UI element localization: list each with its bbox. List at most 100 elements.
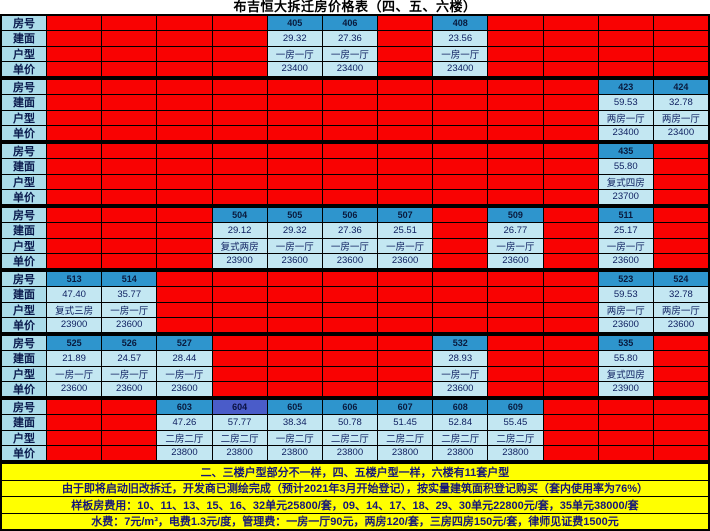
layout-cell: 一房一厅 (433, 366, 488, 381)
unavailable-cell (378, 272, 433, 287)
unavailable-cell (102, 400, 157, 415)
layout-cell: 二房二厅 (488, 430, 543, 445)
unavailable-cell (157, 287, 212, 302)
unavailable-cell (653, 351, 708, 366)
page-title: 布吉恒大拆迁房价格表（四、五、六楼） (233, 0, 477, 14)
unavailable-cell (267, 336, 322, 351)
unavailable-cell (378, 125, 433, 140)
area-cell: 47.40 (47, 287, 102, 302)
layout-cell: 一房一厅 (488, 238, 543, 253)
area-cell: 59.53 (598, 95, 653, 110)
unavailable-cell (378, 351, 433, 366)
unavailable-cell (157, 61, 212, 76)
unavailable-cell (102, 174, 157, 189)
unavailable-cell (102, 144, 157, 159)
unavailable-cell (543, 430, 598, 445)
unavailable-cell (212, 189, 267, 204)
layout-cell: 一房一厅 (598, 238, 653, 253)
unavailable-cell (433, 174, 488, 189)
room-number-cell: 603 (157, 400, 212, 415)
room-number-cell: 405 (267, 16, 322, 31)
price-cell: 23800 (267, 445, 322, 460)
row-label: 户型 (2, 46, 46, 61)
unavailable-cell (212, 336, 267, 351)
layout-cell: 复式两房 (212, 238, 267, 253)
unavailable-cell (653, 430, 708, 445)
unavailable-cell (488, 381, 543, 396)
unavailable-cell (378, 381, 433, 396)
unavailable-cell (102, 125, 157, 140)
note-row-3: 样板房费用：10、11、13、15、16、32单元25800/套，09、14、1… (2, 497, 708, 513)
floor-block-floor4-row1: 房号 405 406 408 建面 29.32 27.36 23.56 户型 一房一厅 一房一厅 一房… (0, 14, 710, 78)
area-cell: 50.78 (322, 415, 377, 430)
unavailable-cell (47, 400, 102, 415)
unavailable-cell (322, 189, 377, 204)
unavailable-cell (47, 61, 102, 76)
layout-cell: 二房二厅 (157, 430, 212, 445)
layout-cell: 一房一厅 (433, 46, 488, 61)
unavailable-cell (157, 46, 212, 61)
unavailable-cell (598, 31, 653, 46)
unavailable-cell (378, 61, 433, 76)
unavailable-cell (653, 336, 708, 351)
row-label: 单价 (2, 381, 46, 396)
unavailable-cell (47, 16, 102, 31)
unavailable-cell (322, 174, 377, 189)
room-number-cell: 527 (157, 336, 212, 351)
unavailable-cell (543, 317, 598, 332)
room-number-cell: 514 (102, 272, 157, 287)
unavailable-cell (47, 208, 102, 223)
layout-cell: 二房二厅 (322, 430, 377, 445)
row-label: 户型 (2, 110, 46, 125)
area-cell: 25.17 (598, 223, 653, 238)
unavailable-cell (212, 61, 267, 76)
unavailable-cell (653, 253, 708, 268)
unavailable-cell (543, 144, 598, 159)
unavailable-cell (543, 287, 598, 302)
unavailable-cell (433, 223, 488, 238)
unavailable-cell (488, 125, 543, 140)
unavailable-cell (488, 95, 543, 110)
unavailable-cell (322, 302, 377, 317)
unavailable-cell (488, 144, 543, 159)
price-cell: 23600 (47, 381, 102, 396)
unavailable-cell (433, 317, 488, 332)
unavailable-cell (322, 125, 377, 140)
row-label: 户型 (2, 302, 46, 317)
area-cell: 38.34 (267, 415, 322, 430)
unavailable-cell (543, 159, 598, 174)
layout-cell: 一房一厅 (267, 46, 322, 61)
row-label: 单价 (2, 61, 46, 76)
price-cell: 23800 (378, 445, 433, 460)
unavailable-cell (653, 16, 708, 31)
price-cell: 23600 (322, 253, 377, 268)
price-cell: 23800 (212, 445, 267, 460)
unavailable-cell (322, 317, 377, 332)
unavailable-cell (47, 430, 102, 445)
unavailable-cell (102, 430, 157, 445)
unavailable-cell (543, 400, 598, 415)
unavailable-cell (102, 159, 157, 174)
row-label: 房号 (2, 144, 46, 159)
unavailable-cell (212, 174, 267, 189)
unavailable-cell (653, 189, 708, 204)
unavailable-cell (212, 95, 267, 110)
unavailable-cell (47, 174, 102, 189)
unavailable-cell (488, 61, 543, 76)
layout-cell: 两房一厅 (653, 110, 708, 125)
area-cell: 21.89 (47, 351, 102, 366)
unavailable-cell (212, 46, 267, 61)
unavailable-cell (157, 174, 212, 189)
unavailable-cell (322, 272, 377, 287)
row-label: 户型 (2, 238, 46, 253)
unavailable-cell (543, 189, 598, 204)
unavailable-cell (653, 61, 708, 76)
unavailable-cell (157, 125, 212, 140)
unavailable-cell (543, 336, 598, 351)
row-label: 建面 (2, 95, 46, 110)
room-number-cell: 506 (322, 208, 377, 223)
unavailable-cell (598, 61, 653, 76)
unavailable-cell (157, 80, 212, 95)
unavailable-cell (102, 95, 157, 110)
row-label: 单价 (2, 445, 46, 460)
